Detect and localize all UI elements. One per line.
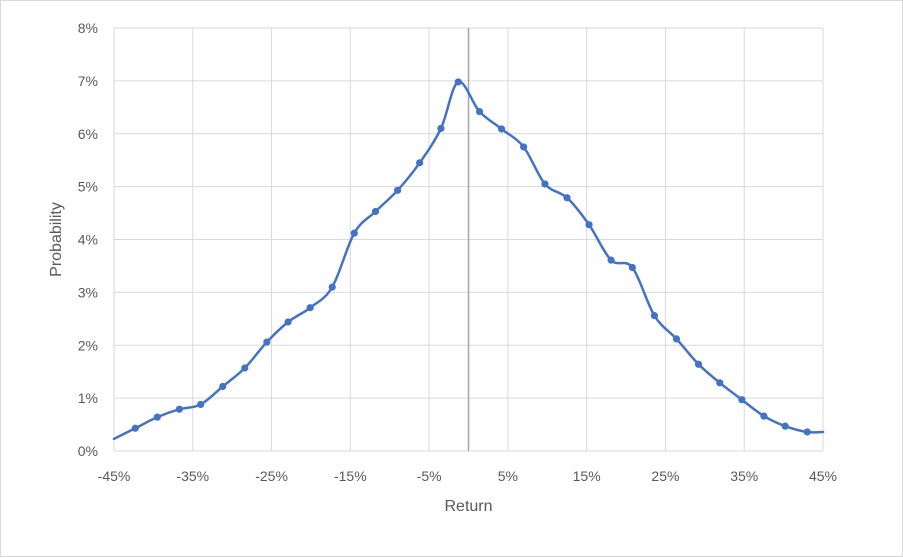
y-tick-label: 7% [78,73,98,89]
y-tick-label: 0% [78,443,98,459]
data-point [241,364,249,372]
data-point [394,186,402,194]
data-point [437,124,445,133]
x-axis-ticks: -45% -35% -25% -15% -5% 5% 15% 25% 35% 45% [98,468,837,484]
x-tick-label: -15% [334,468,367,484]
data-point [371,207,380,216]
data-point [803,428,811,436]
x-tick-label: -25% [255,468,288,484]
x-tick-label: 5% [498,468,518,484]
data-point [475,107,484,116]
data-point [672,335,681,343]
data-point [520,143,528,151]
data-point [328,283,336,291]
data-point [716,379,724,387]
data-point [607,256,615,264]
y-tick-label: 2% [78,337,98,353]
data-point [628,263,636,272]
y-tick-label: 1% [78,390,98,406]
data-point [175,405,183,413]
data-point [454,78,462,86]
y-axis-title: Probability [48,202,65,277]
data-point [497,125,506,133]
data-point [219,382,227,391]
data-point [350,229,358,237]
y-tick-label: 3% [78,284,98,300]
x-tick-label: 25% [651,468,679,484]
data-point [306,304,314,312]
data-point [563,194,571,202]
x-tick-label: 45% [809,468,837,484]
data-point [650,312,659,320]
data-point [738,396,746,404]
data-point [781,422,789,430]
data-point [263,338,271,346]
y-tick-label: 4% [78,232,98,248]
data-point [284,318,292,326]
y-tick-label: 5% [78,179,98,195]
x-tick-label: -5% [417,468,442,484]
data-point [585,221,593,229]
x-tick-label: 35% [730,468,758,484]
y-tick-label: 6% [78,126,98,142]
probability-line [112,80,825,441]
y-axis-ticks: 0% 1% 2% 3% 4% 5% 6% 7% 8% [78,20,98,459]
data-point [153,413,161,421]
x-tick-label: -35% [176,468,209,484]
data-point [416,159,424,167]
x-tick-label: -45% [98,468,131,484]
data-point [541,180,549,188]
y-tick-label: 8% [78,20,98,36]
x-axis-title: Return [444,498,492,515]
data-point [760,412,768,420]
data-point [197,400,205,409]
data-point [694,360,703,368]
series-layer [112,78,825,441]
data-point [131,424,139,432]
x-tick-label: 15% [573,468,601,484]
